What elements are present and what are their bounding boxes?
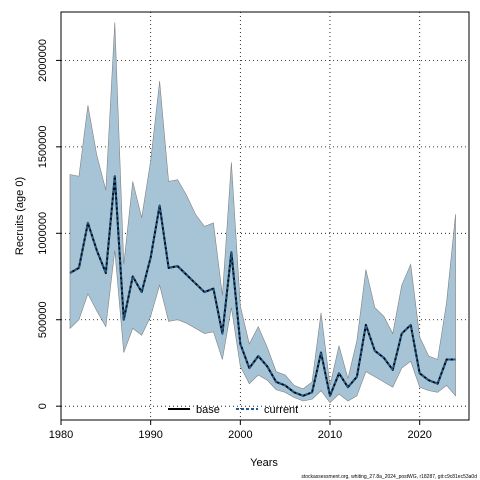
series-line-current (69, 175, 456, 397)
footnote: stockassessment.org, whiting_27.8a_2024_… (301, 474, 477, 480)
x-tick-label: 2010 (318, 429, 342, 441)
y-tick-label: 0 (37, 403, 49, 409)
series-layer (69, 175, 456, 397)
x-tick-label: 2020 (407, 429, 431, 441)
y-tick-label: 500000 (37, 301, 49, 338)
y-tick-label: 1000000 (37, 212, 49, 255)
legend: base current (168, 404, 298, 416)
x-axis-label: Years (250, 457, 278, 469)
y-tick-label: 2000000 (37, 39, 49, 82)
confidence-band-layer (69, 22, 456, 404)
y-axis-label: Recruits (age 0) (14, 177, 26, 255)
plot-frame (60, 11, 470, 421)
confidence-band (69, 22, 456, 404)
legend-current-label: current (264, 404, 298, 416)
x-tick-label: 2000 (228, 429, 252, 441)
axis-ticks: 1980 1990 2000 2010 2020 0 500000 1000000 150000… (37, 39, 432, 441)
x-tick-label: 1990 (138, 429, 162, 441)
x-tick-label: 1980 (49, 429, 73, 441)
y-tick-label: 1500000 (37, 125, 49, 168)
legend-base-label: base (196, 404, 220, 416)
